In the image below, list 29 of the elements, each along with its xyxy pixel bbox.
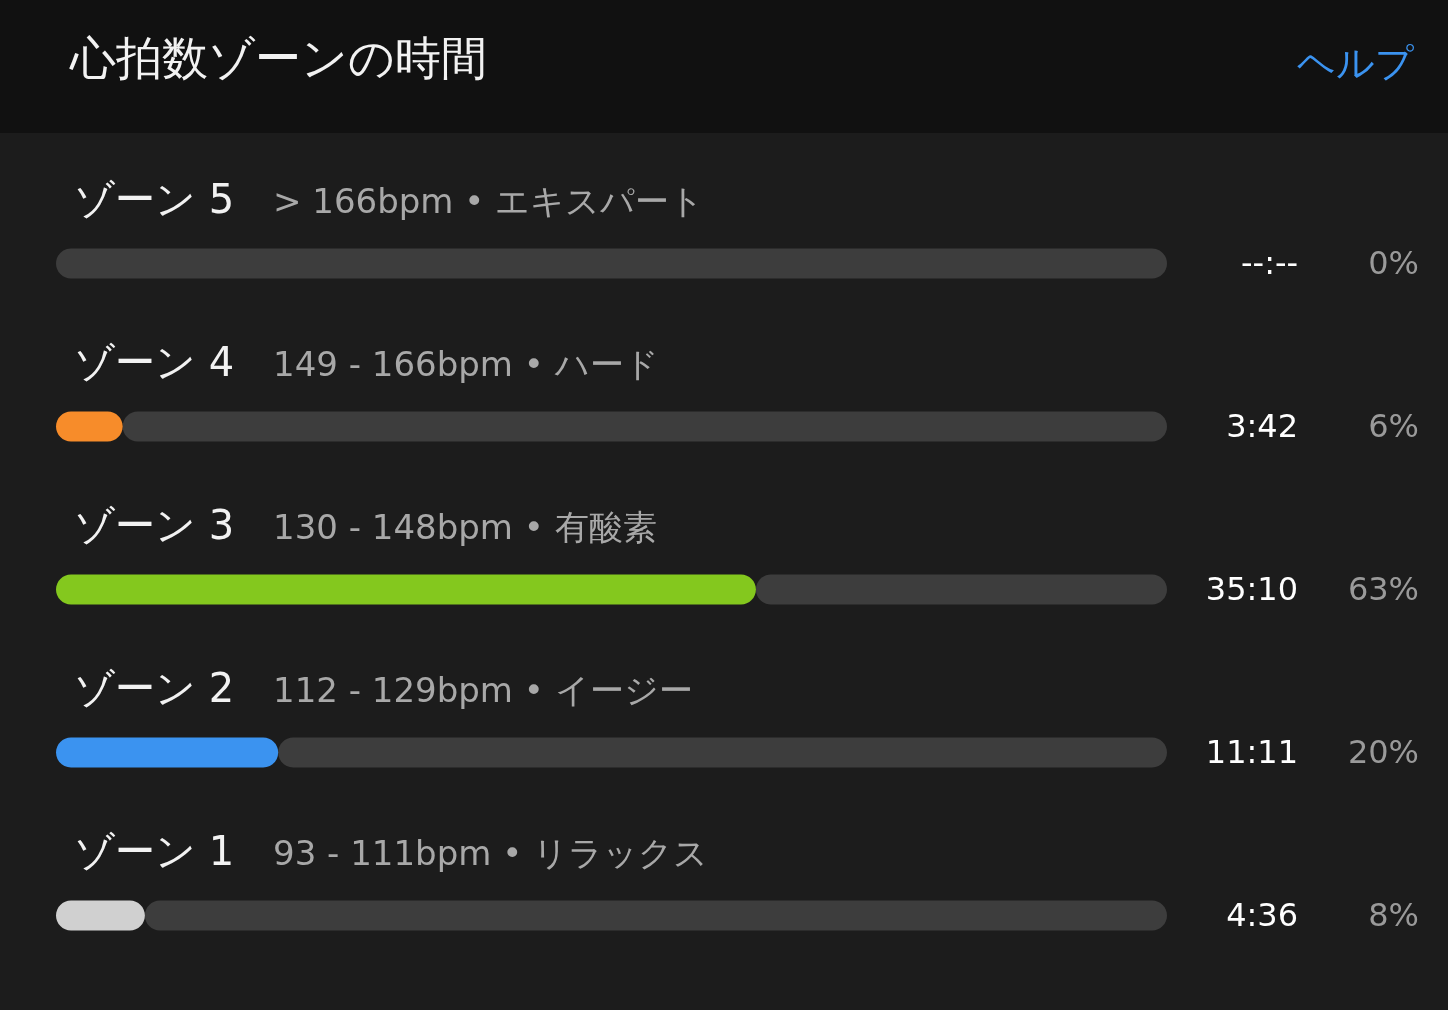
bar bbox=[56, 737, 279, 768]
annotation: 149 - 166bpm • ハード bbox=[273, 343, 659, 384]
y-tick-label: ゾーン 1 bbox=[74, 827, 235, 874]
annotation: 130 - 148bpm • 有酸素 bbox=[273, 506, 657, 547]
annotation: 112 - 129bpm • イージー bbox=[273, 669, 693, 710]
data-label: 0% bbox=[1368, 243, 1419, 282]
bar bbox=[278, 737, 1167, 768]
text: ヘルプ bbox=[1297, 40, 1414, 87]
bar bbox=[56, 574, 756, 605]
bar bbox=[56, 248, 1167, 279]
bar bbox=[144, 900, 1167, 931]
text: 35:10 bbox=[1205, 569, 1298, 608]
annotation: > 166bpm • エキスパート bbox=[273, 180, 705, 221]
data-label: 6% bbox=[1368, 406, 1419, 445]
text: 4:36 bbox=[1226, 895, 1298, 934]
bar bbox=[755, 574, 1167, 605]
data-label: 20% bbox=[1347, 732, 1419, 771]
y-tick-label: ゾーン 2 bbox=[74, 664, 235, 711]
text: --:-- bbox=[1241, 243, 1298, 282]
data-label: 8% bbox=[1368, 895, 1419, 934]
y-tick-label: ゾーン 5 bbox=[74, 175, 235, 222]
y-tick-label: ゾーン 3 bbox=[74, 501, 235, 548]
annotation: 93 - 111bpm • リラックス bbox=[273, 832, 708, 873]
y-tick-label: ゾーン 4 bbox=[74, 338, 235, 385]
data-label: 63% bbox=[1347, 569, 1419, 608]
text: 3:42 bbox=[1226, 406, 1298, 445]
bar bbox=[122, 411, 1167, 442]
chart-title: 心拍数ゾーンの時間 bbox=[70, 30, 487, 87]
text: 11:11 bbox=[1205, 732, 1298, 771]
